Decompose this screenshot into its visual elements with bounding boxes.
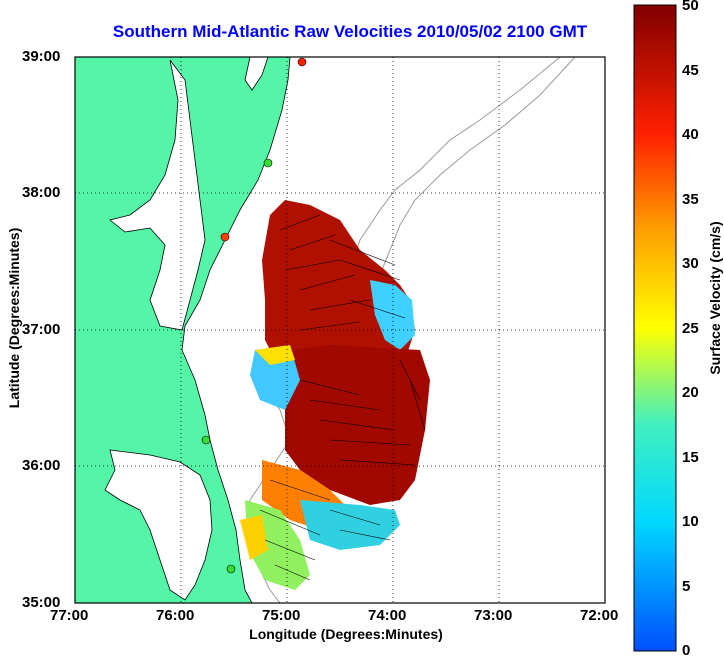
- map-title: Southern Mid-Atlantic Raw Velocities 201…: [112, 22, 588, 41]
- x-tick-label: 75:00: [262, 607, 301, 624]
- station-marker: [263, 158, 273, 168]
- station-marker: [201, 435, 211, 445]
- pamlico-sound: [104, 449, 213, 601]
- colorbar-tick: 45: [682, 62, 699, 79]
- grid-lines: [75, 57, 605, 603]
- x-tick-label: 72:00: [580, 607, 619, 624]
- x-tick-label: 77:00: [50, 607, 89, 624]
- station-marker: [226, 564, 236, 574]
- colorbar-tick: 30: [682, 255, 699, 272]
- y-tick-label: 36:00: [22, 457, 61, 474]
- colorbar-tick: 10: [682, 513, 699, 530]
- colorbar-tick: 25: [682, 320, 699, 337]
- y-tick-label: 37:00: [22, 321, 61, 338]
- plot-frame: [74, 56, 606, 604]
- station-marker: [220, 232, 230, 242]
- y-tick-label: 39:00: [22, 48, 61, 65]
- x-axis-label: Longitude (Degrees:Minutes): [249, 626, 443, 642]
- colorbar-tick: 0: [682, 642, 691, 659]
- colorbar-tick: 50: [682, 0, 699, 14]
- colorbar-tick: 15: [682, 449, 699, 466]
- colorbar-tick: 35: [682, 191, 699, 208]
- colorbar: [633, 4, 677, 652]
- x-tick-label: 73:00: [474, 607, 513, 624]
- x-tick-label: 76:00: [156, 607, 195, 624]
- colorbar-tick: 20: [682, 384, 699, 401]
- y-tick-label: 35:00: [22, 594, 61, 611]
- chesapeake-bay: [109, 59, 206, 331]
- station-marker: [297, 57, 307, 67]
- velocity-arrows: [259, 214, 426, 581]
- colorbar-tick: 40: [682, 126, 699, 143]
- colorbar-tick: 5: [682, 578, 691, 595]
- x-tick-label: 74:00: [368, 607, 407, 624]
- y-tick-label: 38:00: [22, 184, 61, 201]
